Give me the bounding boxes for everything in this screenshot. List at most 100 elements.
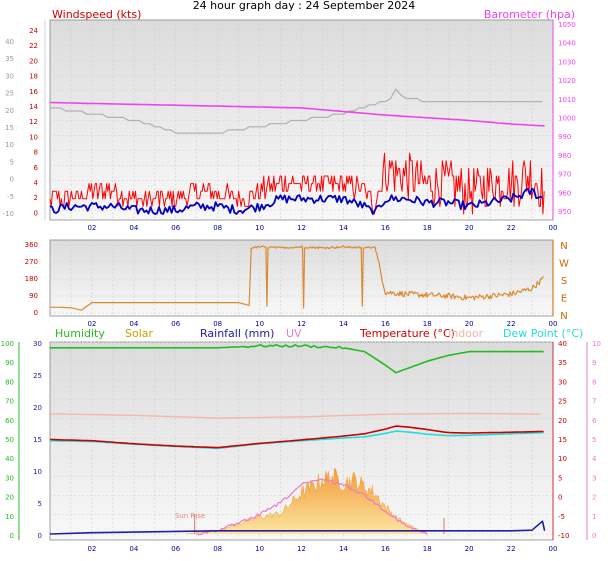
wind-x-tick: 02: [87, 224, 96, 232]
solar-area: [186, 467, 428, 535]
temp-tick: -10: [558, 532, 569, 540]
uv-tick: 4: [592, 455, 597, 463]
dir-x-tick: 20: [465, 320, 474, 328]
uv-line: [196, 478, 428, 536]
rain-tick: 5: [38, 500, 42, 508]
multi-x-tick: 22: [507, 545, 516, 553]
wind-red-tick: 24: [29, 27, 38, 35]
wind-gray-tick: 35: [5, 55, 14, 63]
multi-x-tick: 10: [255, 545, 264, 553]
compass-label: N: [560, 311, 567, 322]
multi-x-tick: 04: [129, 545, 138, 553]
wind-red-tick: 12: [29, 118, 38, 126]
rain-tick: 30: [33, 340, 42, 348]
rain-tick: 20: [33, 404, 42, 412]
dir-x-tick: 22: [507, 320, 516, 328]
uv-tick: 1: [592, 513, 596, 521]
temp-tick: 5: [558, 474, 562, 482]
legend-0: Humidity: [55, 327, 105, 340]
humidity-tick: 40: [5, 455, 14, 463]
dir-x-tick: 06: [171, 320, 180, 328]
wind-x-tick: 20: [465, 224, 474, 232]
dir-x-tick: 12: [297, 320, 306, 328]
wind-red-tick: 8: [34, 149, 38, 157]
legend-4: Temperature (°C): [359, 327, 455, 340]
wind-gray-tick: 0: [10, 176, 14, 184]
rain-tick: 25: [33, 372, 42, 380]
wind-x-tick: 14: [339, 224, 348, 232]
dir-y-tick: 90: [29, 292, 38, 300]
wind-x-tick: 10: [255, 224, 264, 232]
graph-title: 24 hour graph day : 24 September 2024: [192, 0, 416, 12]
humidity-tick: 20: [5, 494, 14, 502]
multi-x-tick: 18: [423, 545, 432, 553]
temp-tick: 15: [558, 436, 567, 444]
uv-tick: 5: [592, 436, 596, 444]
multi-x-tick: 08: [213, 545, 222, 553]
uv-tick: 9: [592, 359, 596, 367]
legend-1: Solar: [125, 327, 154, 340]
wind-direction-line: [50, 245, 544, 311]
dir-x-tick: 00: [549, 320, 558, 328]
uv-tick: 7: [592, 398, 596, 406]
rain-tick: 0: [38, 532, 42, 540]
uv-tick: 8: [592, 378, 596, 386]
wind-gray-tick: -10: [3, 210, 14, 218]
temp-tick: 40: [558, 340, 567, 348]
rain-tick: 10: [33, 468, 42, 476]
indoor-line: [49, 412, 541, 419]
windspeed-line: [49, 152, 545, 215]
baro-tick: 1030: [558, 58, 576, 66]
uv-tick: 10: [592, 340, 601, 348]
multi-x-tick: 06: [171, 545, 180, 553]
humidity-tick: 0: [10, 532, 14, 540]
wind-x-tick: 00: [549, 224, 558, 232]
humidity-tick: 10: [5, 513, 14, 521]
multi-x-tick: 20: [465, 545, 474, 553]
multi-x-tick: 12: [297, 545, 306, 553]
temp-tick: 30: [558, 378, 567, 386]
baro-tick: 980: [558, 152, 571, 160]
humidity-tick: 70: [5, 398, 14, 406]
temp-tick: 0: [558, 494, 562, 502]
wind-ylabel: Windspeed (kts): [52, 8, 141, 21]
wind-red-tick: 18: [29, 73, 38, 81]
temp-tick: -5: [558, 513, 565, 521]
multi-x-tick: 00: [549, 545, 558, 553]
sunrise-label: Sun Rise: [175, 512, 205, 520]
wind-red-tick: 6: [34, 164, 39, 172]
wind-red-tick: 20: [29, 57, 38, 65]
humidity-tick: 100: [1, 340, 14, 348]
multi-x-tick: 14: [339, 545, 348, 553]
barometer-line: [49, 101, 545, 127]
wind-red-tick: 10: [29, 133, 38, 141]
wind-x-tick: 06: [171, 224, 180, 232]
wind-x-tick: 12: [297, 224, 306, 232]
wind-red-tick: 14: [29, 103, 38, 111]
wind-gray-tick: 25: [5, 90, 14, 98]
temperature-line: [49, 425, 544, 449]
humidity-tick: 50: [5, 436, 14, 444]
legend-2: Rainfall (mm): [200, 327, 274, 340]
wind-x-tick: 16: [381, 224, 390, 232]
dir-x-tick: 08: [213, 320, 222, 328]
dir-x-tick: 16: [381, 320, 390, 328]
compass-label: E: [561, 294, 567, 305]
wind-gray-tick: 5: [10, 158, 14, 166]
rainfall-line: [49, 520, 546, 535]
wind-red-tick: 2: [34, 194, 38, 202]
pressure-trend-line: [50, 88, 543, 134]
temp-tick: 20: [558, 417, 567, 425]
humidity-tick: 90: [5, 359, 14, 367]
baro-tick: 990: [558, 133, 571, 141]
dir-x-tick: 02: [87, 320, 96, 328]
wind-x-tick: 22: [507, 224, 516, 232]
dir-x-tick: 04: [129, 320, 138, 328]
wind-red-tick: 0: [34, 209, 38, 217]
wind-x-tick: 04: [129, 224, 138, 232]
humidity-tick: 60: [5, 417, 14, 425]
baro-tick: 1050: [558, 21, 576, 29]
baro-tick: 950: [558, 208, 571, 216]
uv-tick: 6: [592, 417, 597, 425]
baro-tick: 1040: [558, 40, 576, 48]
